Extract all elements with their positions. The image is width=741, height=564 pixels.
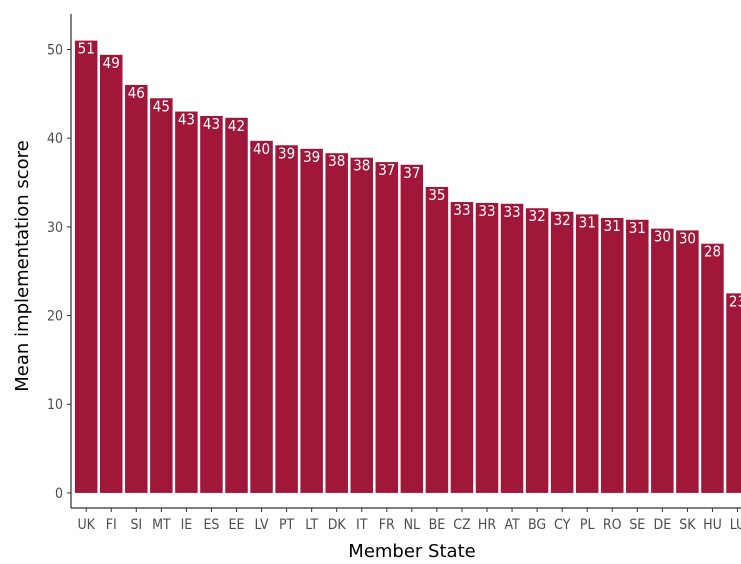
x-tick-label: DK <box>328 517 347 533</box>
x-tick-label: LT <box>305 517 318 533</box>
bar-pl <box>575 214 599 493</box>
bar-fi <box>100 54 123 493</box>
y-tick-label: 50 <box>47 42 63 58</box>
x-tick-label: LU <box>730 517 741 533</box>
bar-uk <box>74 40 98 493</box>
x-tick-label: RO <box>603 517 622 533</box>
bar-nl <box>400 164 424 493</box>
bar-lu <box>726 293 741 493</box>
bar-ro <box>601 217 624 493</box>
bar-it <box>350 157 373 493</box>
x-tick-label: SK <box>679 517 696 533</box>
bar-labels-group: 51 49 46 45 43 43 42 40 39 39 38 38 37 37 35 33 33 33 32 32… <box>78 40 741 311</box>
bar-value-label: 38 <box>328 152 345 170</box>
bar-at <box>500 203 524 493</box>
x-tick-label: AT <box>504 517 520 533</box>
bar-value-label: 39 <box>278 144 295 162</box>
bar-ee <box>225 117 248 493</box>
bar-cy <box>550 211 574 493</box>
x-tick-label: BG <box>528 517 546 533</box>
x-axis-title: Member State <box>348 541 475 562</box>
bar-ie <box>175 111 198 493</box>
x-tick-label: HR <box>478 517 496 533</box>
bar-mt <box>150 98 173 493</box>
bar-value-label: 33 <box>453 201 470 219</box>
bar-value-label: 33 <box>503 203 520 221</box>
x-tick-label: PL <box>580 517 595 533</box>
bar-value-label: 23 <box>729 292 741 310</box>
bar-dk <box>325 153 348 493</box>
y-tick-label: 0 <box>55 486 63 502</box>
bar-value-label: 37 <box>403 164 420 182</box>
bars-group <box>74 40 741 493</box>
x-tick-label: IE <box>181 517 193 533</box>
bar-value-label: 37 <box>378 161 395 179</box>
bar-si <box>125 84 148 493</box>
x-tick-label: IT <box>356 517 368 533</box>
bar-se <box>626 219 649 493</box>
bar-lv <box>250 140 273 493</box>
bar-be <box>425 186 449 493</box>
bar-fr <box>375 162 399 493</box>
x-tick-label: EE <box>229 517 245 533</box>
x-tick-label: ES <box>203 517 219 533</box>
bar-value-label: 40 <box>253 140 270 158</box>
bar-value-label: 49 <box>103 54 120 72</box>
bar-es <box>200 115 223 493</box>
x-tick-label: FI <box>106 517 117 533</box>
x-tick-label: HU <box>703 517 722 533</box>
x-tick-label: NL <box>404 517 420 533</box>
bar-value-label: 43 <box>203 115 220 133</box>
bar-value-label: 39 <box>303 148 320 166</box>
x-tick-label: BE <box>429 517 446 533</box>
bar-value-label: 33 <box>478 202 495 220</box>
x-ticks-group: UK FI SI MT IE ES EE LV PT LT DK IT FR NL BE CZ HR AT BG CY… <box>77 508 741 533</box>
bar-value-label: 46 <box>128 84 145 102</box>
y-tick-label: 10 <box>47 397 63 413</box>
x-tick-label: CZ <box>453 517 471 533</box>
x-tick-label: CY <box>554 517 571 533</box>
y-tick-label: 30 <box>47 220 63 236</box>
bar-pt <box>275 145 298 493</box>
y-tick-label: 40 <box>47 131 63 147</box>
bar-value-label: 32 <box>529 207 546 225</box>
bar-hu <box>701 243 724 493</box>
bar-de <box>651 228 674 493</box>
bar-value-label: 38 <box>353 157 370 175</box>
x-tick-label: SI <box>130 517 142 533</box>
bar-lt <box>300 148 323 493</box>
bar-bg <box>525 208 549 493</box>
y-tick-label: 20 <box>47 309 63 325</box>
bar-sk <box>676 230 699 493</box>
x-tick-label: UK <box>77 517 95 533</box>
x-tick-label: MT <box>152 517 171 533</box>
bar-cz <box>450 202 474 493</box>
x-tick-label: DE <box>654 517 672 533</box>
y-axis-title: Mean implementation score <box>12 140 33 391</box>
bar-value-label: 43 <box>178 111 195 129</box>
y-ticks-group: 0 10 20 30 40 50 <box>47 42 71 502</box>
bar-value-label: 35 <box>428 186 445 204</box>
x-tick-label: PT <box>279 517 295 533</box>
bar-value-label: 28 <box>704 243 721 261</box>
x-tick-label: SE <box>629 517 645 533</box>
bar-value-label: 31 <box>604 217 621 235</box>
bar-hr <box>475 202 499 493</box>
bar-value-label: 31 <box>579 213 596 231</box>
bar-value-label: 30 <box>679 229 696 247</box>
bar-value-label: 51 <box>78 40 95 58</box>
bar-value-label: 45 <box>153 97 170 115</box>
x-tick-label: LV <box>255 517 269 533</box>
bar-value-label: 32 <box>554 211 571 229</box>
bar-value-label: 30 <box>654 228 671 246</box>
x-tick-label: FR <box>379 517 395 533</box>
bar-value-label: 42 <box>228 117 245 135</box>
bar-value-label: 31 <box>629 219 646 237</box>
